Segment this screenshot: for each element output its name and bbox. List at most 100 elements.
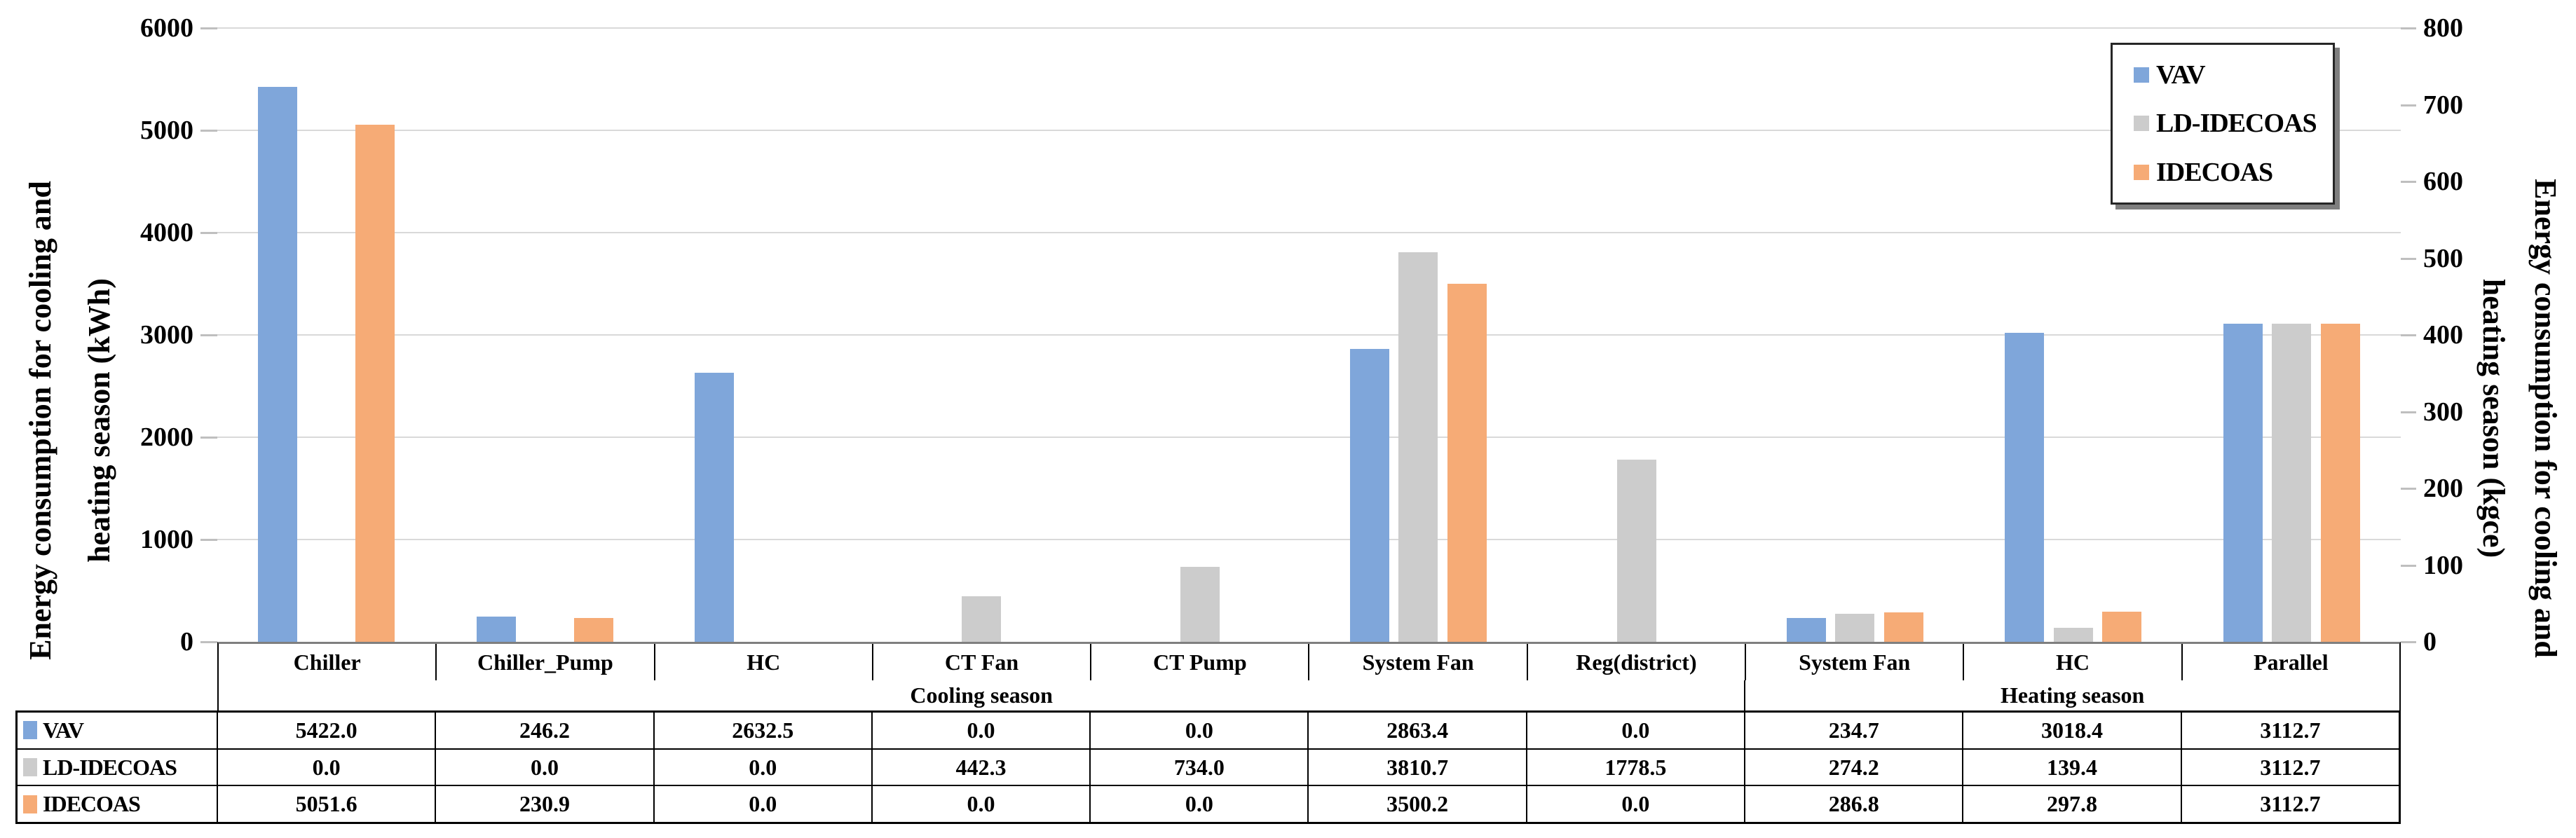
- value-VAV-8: 3018.4: [1963, 713, 2182, 748]
- bar-LD-IDECOAS-System Fan: [1835, 613, 1875, 642]
- category-header-9: Parallel: [2254, 649, 2329, 675]
- value-VAV-6: 0.0: [1527, 713, 1746, 748]
- series-key-LD-IDECOAS-icon: [23, 758, 37, 776]
- bar-VAV-System Fan: [1349, 348, 1389, 642]
- bar-IDECOAS-System Fan: [1447, 283, 1487, 642]
- bar-IDECOAS-Parallel: [2320, 323, 2360, 642]
- value-VAV-4: 0.0: [1091, 713, 1309, 748]
- category-header-3: CT Fan: [873, 644, 1092, 680]
- value-LD-IDECOAS-2: 0.0: [655, 749, 873, 785]
- bar-LD-IDECOAS-Parallel: [2272, 323, 2312, 642]
- series-name-cell-VAV: VAV: [18, 713, 218, 748]
- category-header-2: HC: [655, 644, 873, 680]
- value-VAV-2: 2632.5: [655, 713, 873, 748]
- category-header-8: HC: [1964, 644, 2183, 680]
- legend-swatch-VAV-icon: [2134, 67, 2149, 83]
- left-axis-tick-4000: [200, 232, 217, 234]
- gridline-4000: [217, 232, 2401, 233]
- left-axis-label-4000: 4000: [140, 218, 193, 247]
- value-IDECOAS-5: 3500.2: [1309, 786, 1527, 823]
- category-row: Chiller Chiller_Pump HC CT Fan CT Pump System…: [219, 644, 2399, 680]
- bar-IDECOAS-HC: [2102, 611, 2142, 642]
- bar-VAV-HC: [695, 372, 735, 642]
- category-header-7: System Fan: [1746, 644, 1965, 680]
- bar-VAV-Parallel: [2223, 323, 2263, 642]
- legend-box: VAV LD-IDECOAS IDECOAS: [2111, 43, 2335, 205]
- gridline-3000: [217, 334, 2401, 336]
- bar-LD-IDECOAS-Reg(district): [1616, 460, 1656, 642]
- right-axis-label-100: 100: [2423, 550, 2463, 580]
- category-header-6: Reg(district): [1528, 644, 1747, 680]
- right-axis-tick-0: [2401, 641, 2416, 643]
- bar-IDECOAS-System Fan: [1883, 612, 1923, 642]
- left-axis-label-5000: 5000: [140, 116, 193, 145]
- legend-swatch-IDECOAS-icon: [2134, 165, 2149, 181]
- value-IDECOAS-4: 0.0: [1091, 786, 1309, 823]
- right-axis-tick-700: [2401, 104, 2416, 107]
- right-axis-label-0: 0: [2423, 627, 2437, 657]
- table-row-VAV: VAV 5422.0 246.2 2632.5 0.0 0.0 2863.4 0.0 234.7…: [18, 713, 2399, 750]
- value-LD-IDECOAS-5: 3810.7: [1309, 749, 1527, 785]
- table-row-IDECOAS: IDECOAS 5051.6 230.9 0.0 0.0 0.0 3500.2 0.0 286.…: [18, 786, 2399, 823]
- left-axis-label-1000: 1000: [140, 525, 193, 554]
- bar-VAV-Chiller: [258, 87, 298, 642]
- bar-VAV-System Fan: [1786, 617, 1826, 642]
- value-VAV-9: 3112.7: [2260, 717, 2321, 743]
- right-axis-tick-800: [2401, 27, 2416, 29]
- bar-LD-IDECOAS-CT Fan: [962, 596, 1002, 642]
- bar-LD-IDECOAS-HC: [2053, 627, 2093, 642]
- season-row: Cooling season Heating season: [219, 680, 2399, 710]
- left-axis-tick-1000: [200, 539, 217, 541]
- value-IDECOAS-8: 297.8: [1963, 786, 2182, 823]
- left-axis-tick-6000: [200, 27, 217, 29]
- category-header-5: System Fan: [1309, 644, 1528, 680]
- value-IDECOAS-1: 230.9: [436, 786, 655, 823]
- bar-IDECOAS-Chiller_Pump: [573, 618, 613, 642]
- legend-item-IDECOAS: IDECOAS: [2134, 157, 2333, 188]
- right-axis-label-500: 500: [2423, 243, 2463, 273]
- value-VAV-3: 0.0: [873, 713, 1091, 748]
- category-header-0: Chiller: [219, 644, 437, 680]
- right-axis-label-400: 400: [2423, 320, 2463, 350]
- series-key-VAV-icon: [23, 721, 37, 740]
- right-axis-label-300: 300: [2423, 397, 2463, 427]
- value-LD-IDECOAS-3: 442.3: [873, 749, 1091, 785]
- bar-VAV-Chiller_Pump: [476, 617, 516, 642]
- right-axis-tick-300: [2401, 411, 2416, 413]
- value-VAV-5: 2863.4: [1309, 713, 1527, 748]
- series-name-LD-IDECOAS: LD-IDECOAS: [43, 754, 177, 780]
- right-axis-label-700: 700: [2423, 90, 2463, 120]
- left-axis-label-0: 0: [180, 627, 193, 657]
- legend-item-LD-IDECOAS: LD-IDECOAS: [2134, 108, 2333, 139]
- value-IDECOAS-7: 286.8: [1745, 786, 1964, 823]
- series-name-cell-LD-IDECOAS: LD-IDECOAS: [18, 749, 218, 785]
- value-LD-IDECOAS-0: 0.0: [218, 749, 437, 785]
- value-VAV-0: 5422.0: [218, 713, 437, 748]
- left-axis-label-2000: 2000: [140, 423, 193, 452]
- right-axis-tick-500: [2401, 257, 2416, 260]
- value-LD-IDECOAS-6: 1778.5: [1527, 749, 1746, 785]
- gridline-1000: [217, 539, 2401, 540]
- legend-label-IDECOAS: IDECOAS: [2156, 158, 2273, 188]
- category-header-table: Chiller Chiller_Pump HC CT Fan CT Pump System…: [217, 642, 2401, 710]
- series-name-VAV: VAV: [43, 717, 84, 743]
- value-VAV-7: 234.7: [1745, 713, 1964, 748]
- legend-swatch-LD-IDECOAS-icon: [2134, 116, 2149, 132]
- bar-LD-IDECOAS-System Fan: [1398, 252, 1438, 642]
- left-axis-tick-5000: [200, 130, 217, 132]
- value-VAV-1: 246.2: [436, 713, 655, 748]
- right-axis-tick-200: [2401, 488, 2416, 490]
- series-name-cell-IDECOAS: IDECOAS: [18, 786, 218, 823]
- value-LD-IDECOAS-9: 3112.7: [2260, 754, 2321, 780]
- bar-VAV-HC: [2005, 333, 2045, 642]
- series-key-IDECOAS-icon: [23, 795, 37, 813]
- bar-LD-IDECOAS-CT Pump: [1180, 566, 1220, 642]
- data-table: VAV 5422.0 246.2 2632.5 0.0 0.0 2863.4 0.0 234.7…: [15, 710, 2401, 824]
- value-IDECOAS-2: 0.0: [655, 786, 873, 823]
- value-IDECOAS-0: 5051.6: [218, 786, 437, 823]
- series-name-IDECOAS: IDECOAS: [43, 791, 141, 817]
- gridline-5000: [217, 130, 2401, 131]
- legend-label-VAV: VAV: [2156, 60, 2206, 90]
- left-axis-title-line1: Energy consumption for cooling and: [23, 181, 57, 660]
